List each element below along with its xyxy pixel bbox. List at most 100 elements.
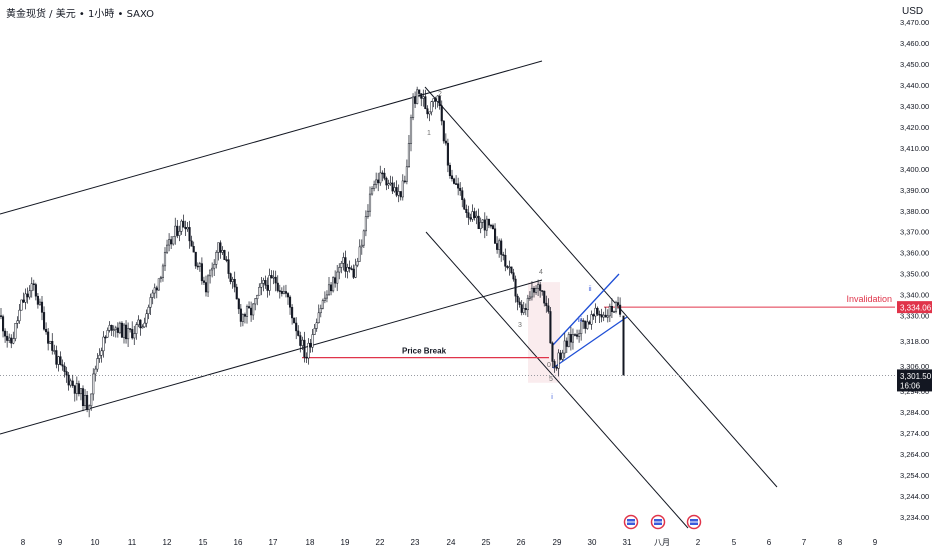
candle-body [563,340,566,354]
candle-body [541,290,544,292]
candle-body [49,340,52,344]
candle-body [30,283,33,292]
candle-body [289,296,292,308]
candle-body [2,316,5,332]
candle-body [420,93,423,99]
candle-body [133,333,136,339]
candle-body [221,250,224,253]
candle-body [354,264,357,278]
candle-body [129,328,132,330]
candle-body [385,177,388,186]
price-break-label: Price Break [402,347,447,356]
candle-body [323,297,326,301]
down-channel-upper-line [424,86,778,488]
y-tick-label: 3,400.00 [900,165,929,174]
candle-body [586,321,589,329]
candle-body [366,210,369,217]
candle-body [407,143,410,168]
candle-body [192,246,195,253]
candle-body [307,342,310,359]
candle-body [389,182,392,185]
candle-body [371,188,374,195]
candle-body [504,254,507,267]
candle-body [338,267,341,273]
wave-label: i [551,394,553,401]
y-tick-label: 3,318.00 [900,337,929,346]
candle-body [198,263,201,267]
x-tick-label: 18 [306,538,315,547]
candle-body [12,338,15,344]
candle-body [364,216,367,232]
candle-body [45,328,48,333]
candle-body [321,300,324,309]
candle-body [180,220,183,232]
candle-body [96,358,99,370]
wave-label: 4 [539,269,543,276]
candle-body [67,374,70,386]
symbol-title[interactable]: 黄金现货 / 美元 • 1小時 • SAXO [6,9,155,20]
candle-body [465,208,468,213]
x-tick-label: 8 [838,538,843,547]
candle-body [268,275,271,291]
candle-body [94,368,97,375]
candle-body [149,297,152,308]
candle-body [483,219,486,231]
candle-body [522,308,525,313]
candle-body [330,284,333,292]
candle-body [510,266,513,274]
candle-body [395,187,398,196]
candle-body [176,225,179,236]
candle-body [131,329,134,339]
candle-body [280,291,283,294]
candle-body [51,340,54,351]
candle-body [360,244,363,248]
x-tick-label: 8 [21,538,26,547]
candle-body [438,95,441,106]
candle-body [114,327,117,330]
y-tick-label: 3,410.00 [900,144,929,153]
candle-body [71,380,74,386]
candle-body [139,319,142,329]
candle-body [0,315,3,317]
candle-body [368,193,372,212]
candle-body [98,355,101,359]
candle-body [36,295,39,305]
candle-body [588,321,591,325]
y-tick-label: 3,420.00 [900,123,929,132]
y-tick-label: 3,340.00 [900,291,929,300]
candle-body [561,352,564,360]
candle-body [424,96,427,109]
candle-body [422,96,425,99]
candle-body [145,313,148,324]
candle-body [617,302,620,306]
y-tick-label: 3,234.00 [900,513,929,522]
candle-body [442,120,445,142]
x-tick-label: 30 [588,538,597,547]
candle-body [512,272,515,280]
candle-body [336,271,339,284]
wave-label: 3 [518,322,522,329]
candle-body [559,352,562,360]
candle-body [471,211,474,220]
candle-body [375,179,378,185]
candle-body [190,240,193,247]
candle-body [325,294,328,299]
candle-body [159,277,162,279]
candle-body [539,284,542,291]
candle-body [233,278,236,288]
candle-body [401,180,404,198]
candle-body [81,388,85,406]
candle-body [350,268,353,270]
candle-body [348,267,351,269]
currency-label[interactable]: USD [902,6,924,17]
candle-body [606,315,609,318]
candle-body [194,251,197,267]
candle-body [619,304,622,315]
down-channel-lower-line [425,231,689,529]
candle-body [92,373,95,395]
candle-body [110,324,113,331]
candle-body [444,140,447,144]
candle-body [231,278,234,282]
